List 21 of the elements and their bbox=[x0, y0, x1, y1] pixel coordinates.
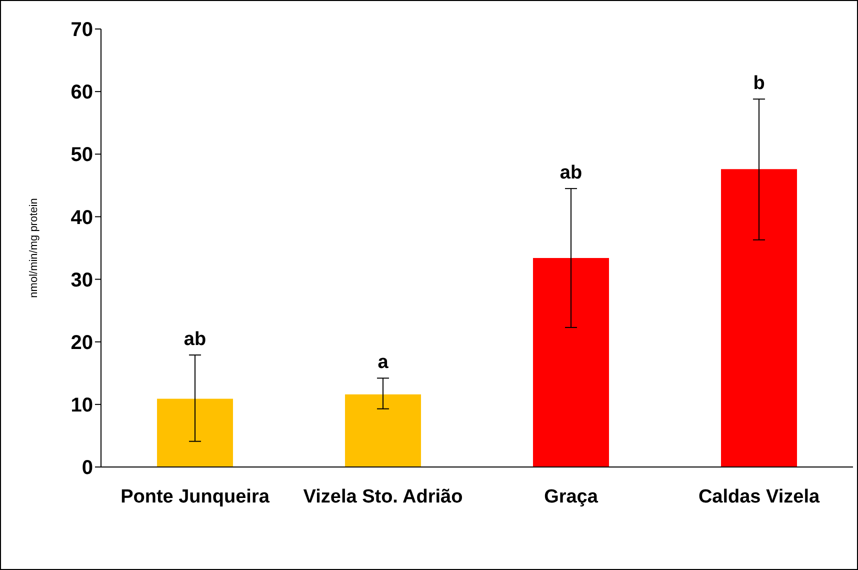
y-tick-label: 60 bbox=[70, 82, 93, 104]
annotation: ab bbox=[184, 328, 206, 350]
bar bbox=[157, 398, 233, 467]
annotation: b bbox=[753, 73, 765, 94]
x-tick-label: Caldas Vizela bbox=[698, 486, 820, 508]
x-tick-label: Vizela Sto. Adrião bbox=[303, 486, 463, 508]
y-tick-label: 50 bbox=[70, 144, 93, 166]
x-tick-label: Graça bbox=[544, 486, 598, 508]
y-tick-label: 10 bbox=[70, 394, 93, 417]
annotation: ab bbox=[560, 162, 582, 184]
y-tick-label: 20 bbox=[70, 332, 93, 354]
bar bbox=[533, 258, 609, 467]
y-tick-label: 70 bbox=[70, 19, 93, 42]
annotation: a bbox=[378, 352, 389, 374]
y-tick-label: 0 bbox=[82, 457, 93, 480]
y-axis-title: nmol/min/mg protein bbox=[28, 198, 40, 298]
y-tick-label: 30 bbox=[70, 269, 93, 292]
y-tick-label: 40 bbox=[70, 206, 93, 229]
bar bbox=[345, 394, 421, 467]
bar bbox=[721, 169, 797, 467]
x-tick-label: Ponte Junqueira bbox=[120, 486, 270, 508]
